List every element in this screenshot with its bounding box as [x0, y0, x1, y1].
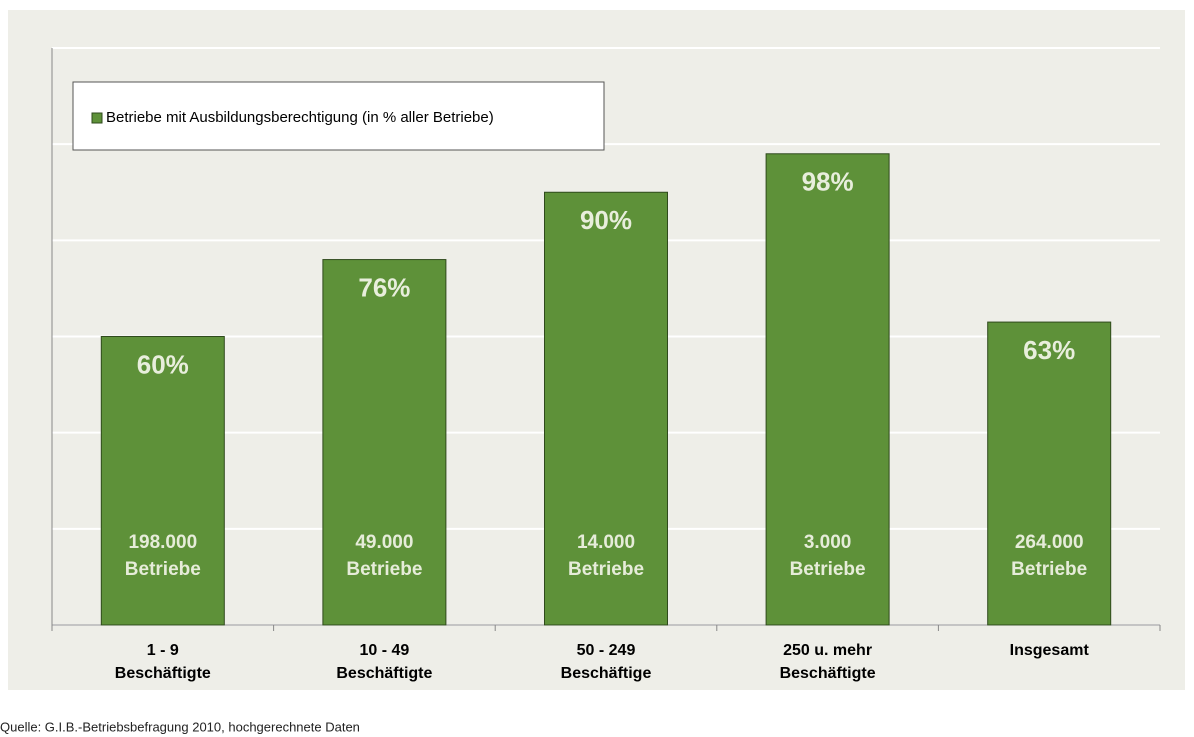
x-tick-label: 10 - 49: [359, 642, 409, 659]
value-label: 90%: [580, 205, 632, 235]
x-tick-label: Insgesamt: [1010, 642, 1090, 659]
bar-note: Betriebe: [790, 559, 866, 580]
bar: [544, 191, 668, 626]
value-label: 63%: [1023, 335, 1075, 365]
bar-note: 198.000: [128, 532, 197, 553]
x-tick-label: 50 - 249: [577, 642, 636, 659]
bar-note: Betriebe: [1011, 559, 1087, 580]
x-tick-label: Beschäftigte: [336, 665, 432, 682]
legend-box: [72, 81, 605, 151]
x-tick-label: Beschäftigte: [780, 665, 876, 682]
x-tick-label: Beschäftigte: [115, 665, 211, 682]
legend-swatch: [91, 112, 103, 124]
bar-note: 14.000: [577, 532, 635, 553]
value-label: 98%: [802, 167, 854, 197]
bar-note: 264.000: [1015, 532, 1084, 553]
bar: [987, 321, 1112, 626]
value-label: 60%: [137, 349, 189, 379]
bar: [100, 336, 225, 626]
bar: [322, 259, 447, 626]
value-label: 76%: [358, 272, 410, 302]
source-note: Quelle: G.I.B.-Betriebsbefragung 2010, h…: [0, 719, 360, 734]
bar-note: Betriebe: [568, 559, 644, 580]
bar-note: Betriebe: [346, 559, 422, 580]
x-tick-label: Beschäftige: [561, 665, 652, 682]
bar-note: Betriebe: [125, 559, 201, 580]
bar-note: 49.000: [355, 532, 413, 553]
x-tick-label: 1 - 9: [147, 642, 179, 659]
x-tick-label: 250 u. mehr: [783, 642, 872, 659]
bar-note: 3.000: [804, 532, 852, 553]
legend-label: Betriebe mit Ausbildungsberechtigung (in…: [106, 109, 494, 126]
bar: [765, 153, 890, 626]
